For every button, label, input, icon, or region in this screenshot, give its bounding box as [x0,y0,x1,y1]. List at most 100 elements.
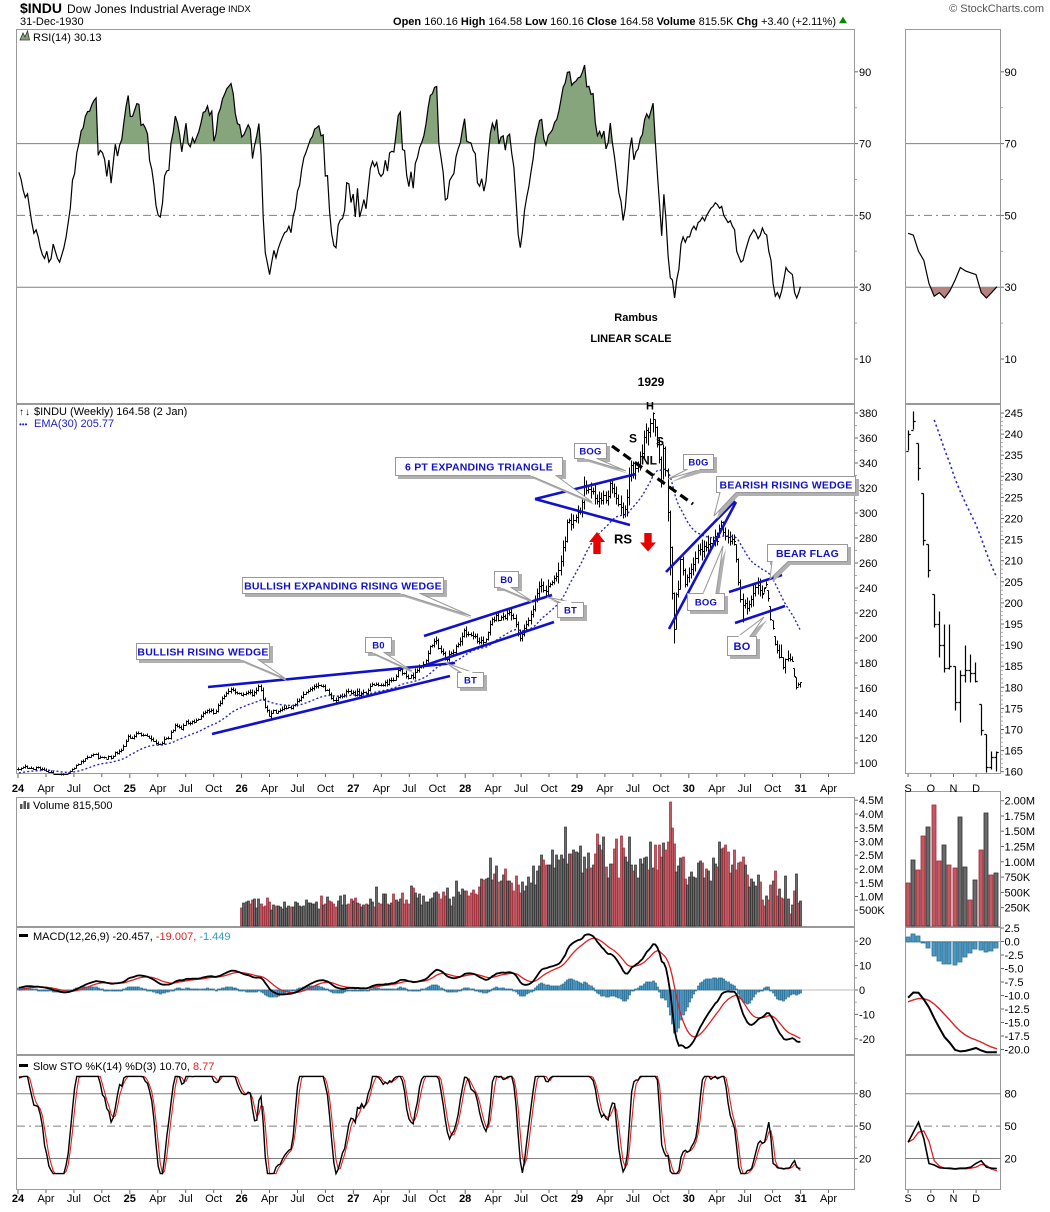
svg-text:750K: 750K [1005,872,1031,884]
svg-text:500K: 500K [1005,887,1031,899]
svg-text:Oct: Oct [652,783,669,795]
svg-text:28: 28 [459,1193,471,1205]
svg-text:230: 230 [1005,471,1023,483]
svg-text:Jul: Jul [626,783,640,795]
svg-text:Apr: Apr [261,783,278,795]
svg-text:30: 30 [859,282,871,294]
svg-text:320: 320 [859,483,877,495]
svg-text:Oct: Oct [540,783,557,795]
svg-text:Apr: Apr [820,1193,837,1205]
svg-text:Oct: Oct [317,1193,334,1205]
svg-text:H: H [646,401,654,413]
svg-text:170: 170 [1005,725,1023,737]
svg-text:Apr: Apr [149,783,166,795]
svg-text:220: 220 [1005,514,1023,526]
svg-text:20: 20 [1005,1154,1017,1166]
svg-text:Oct: Oct [93,783,110,795]
svg-text:180: 180 [859,658,877,670]
svg-text:Apr: Apr [708,783,725,795]
svg-text:24: 24 [12,783,25,795]
svg-text:165: 165 [1005,746,1023,758]
svg-text:1.75M: 1.75M [1005,811,1036,823]
svg-text:↑: ↑ [19,407,24,418]
svg-text:Oct: Oct [429,1193,446,1205]
svg-text:90: 90 [859,67,871,79]
svg-text:3.0M: 3.0M [859,837,883,849]
svg-text:Jul: Jul [402,1193,416,1205]
svg-text:-17.5: -17.5 [1005,1031,1030,1043]
svg-text:260: 260 [859,558,877,570]
svg-text:200: 200 [859,633,877,645]
svg-text:Oct: Oct [540,1193,557,1205]
svg-text:NL: NL [641,454,657,468]
svg-text:BULLISH RISING WEDGE: BULLISH RISING WEDGE [137,646,268,658]
svg-text:24: 24 [12,1193,25,1205]
svg-text:500K: 500K [859,905,885,917]
svg-text:30: 30 [683,783,695,795]
svg-text:LINEAR SCALE: LINEAR SCALE [590,333,671,345]
svg-text:BOG: BOG [695,597,717,608]
svg-text:160: 160 [1005,767,1023,779]
svg-text:BO: BO [734,641,751,653]
svg-text:70: 70 [1005,139,1017,151]
svg-text:0: 0 [859,985,865,997]
svg-text:90: 90 [1005,67,1017,79]
svg-text:INDX: INDX [228,4,251,15]
svg-text:Apr: Apr [596,1193,613,1205]
svg-text:3.5M: 3.5M [859,823,883,835]
svg-text:215: 215 [1005,535,1023,547]
svg-text:Jul: Jul [626,1193,640,1205]
svg-text:1.0M: 1.0M [859,892,883,904]
svg-text:B0: B0 [372,640,385,651]
svg-text:B0: B0 [500,575,513,586]
svg-text:RS: RS [614,532,632,547]
svg-text:20: 20 [859,1154,871,1166]
svg-text:4.0M: 4.0M [859,809,883,821]
svg-text:380: 380 [859,408,877,420]
svg-text:1929: 1929 [638,375,665,389]
svg-text:30: 30 [683,1193,695,1205]
svg-text:-12.5: -12.5 [1005,1004,1030,1016]
svg-text:360: 360 [859,433,877,445]
svg-text:120: 120 [859,733,877,745]
svg-text:Oct: Oct [652,1193,669,1205]
svg-text:29: 29 [571,1193,583,1205]
svg-text:29: 29 [571,783,583,795]
svg-text:340: 340 [859,458,877,470]
svg-text:BOG: BOG [579,446,601,457]
svg-text:250K: 250K [1005,903,1031,915]
svg-text:300: 300 [859,508,877,520]
svg-text:100: 100 [859,758,877,770]
svg-text:Volume 815,500: Volume 815,500 [33,800,113,812]
svg-text:Jul: Jul [738,1193,752,1205]
svg-text:25: 25 [124,783,136,795]
svg-text:225: 225 [1005,492,1023,504]
svg-text:2.0M: 2.0M [859,864,883,876]
svg-text:N: N [950,783,958,795]
svg-text:Apr: Apr [373,1193,390,1205]
svg-text:Jul: Jul [67,1193,81,1205]
svg-text:Jul: Jul [290,783,304,795]
svg-text:S: S [904,783,911,795]
svg-text:-7.5: -7.5 [1005,977,1024,989]
svg-text:Apr: Apr [485,1193,502,1205]
svg-text:190: 190 [1005,640,1023,652]
svg-text:185: 185 [1005,661,1023,673]
svg-text:N: N [950,1193,958,1205]
svg-text:31-Dec-1930: 31-Dec-1930 [20,16,84,28]
svg-text:Oct: Oct [317,783,334,795]
svg-text:BULLISH EXPANDING RISING WEDGE: BULLISH EXPANDING RISING WEDGE [244,580,442,592]
svg-text:27: 27 [347,783,359,795]
svg-text:175: 175 [1005,703,1023,715]
svg-text:Jul: Jul [514,783,528,795]
svg-text:4.5M: 4.5M [859,795,883,807]
svg-text:80: 80 [859,1089,871,1101]
svg-text:1.25M: 1.25M [1005,842,1036,854]
svg-text:BT: BT [464,675,477,686]
svg-text:31: 31 [794,783,806,795]
svg-text:1.00M: 1.00M [1005,857,1036,869]
svg-text:-20.0: -20.0 [1005,1045,1030,1057]
svg-text:31: 31 [794,1193,806,1205]
svg-text:30: 30 [1005,282,1017,294]
svg-text:-20: -20 [859,1034,875,1046]
